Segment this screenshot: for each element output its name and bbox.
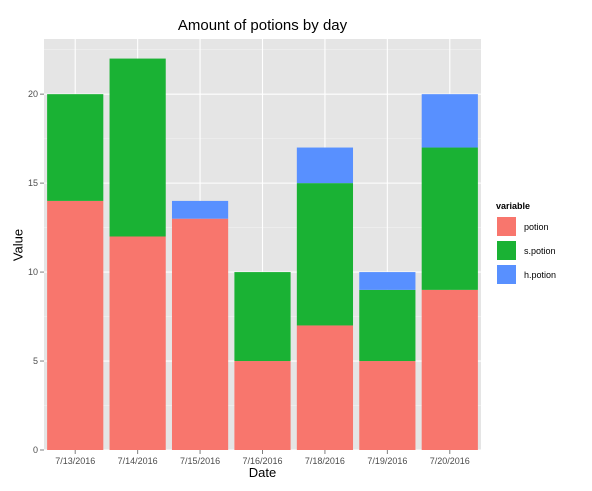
bar-s-potion <box>421 147 478 290</box>
x-tick-label: 7/19/2016 <box>367 456 407 466</box>
x-tick-label: 7/20/2016 <box>430 456 470 466</box>
bar-potion <box>234 361 291 450</box>
bar-potion <box>109 236 166 450</box>
legend-item-h-potion: h.potion <box>496 263 556 286</box>
x-tick-label: 7/15/2016 <box>180 456 220 466</box>
legend-key-h-potion <box>496 264 517 285</box>
x-tick-label: 7/13/2016 <box>55 456 95 466</box>
legend-key-s-potion <box>496 240 517 261</box>
y-tick-label: 5 <box>33 356 38 366</box>
legend: variable potion s.potion h.potion <box>496 201 556 287</box>
bar-potion <box>296 325 354 450</box>
bar-s-potion <box>47 94 104 201</box>
x-tick-label: 7/18/2016 <box>305 456 345 466</box>
x-tick-label: 7/14/2016 <box>118 456 158 466</box>
legend-label-h-potion: h.potion <box>524 269 557 280</box>
y-axis-title: Value <box>10 228 26 262</box>
bar-potion <box>421 289 478 450</box>
bar-s-potion <box>296 183 354 326</box>
bar-potion <box>171 218 229 450</box>
legend-label-potion: potion <box>524 221 549 232</box>
bar-h-potion <box>296 147 354 184</box>
bar-h-potion <box>171 200 229 219</box>
legend-item-s-potion: s.potion <box>496 239 556 262</box>
bar-s-potion <box>109 58 166 237</box>
y-tick-label: 15 <box>28 178 38 188</box>
chart-title: Amount of potions by day <box>177 17 348 34</box>
legend-item-potion: potion <box>496 215 556 238</box>
legend-key-potion <box>496 216 517 237</box>
x-tick-label: 7/16/2016 <box>242 456 282 466</box>
bar-s-potion <box>234 272 291 362</box>
bar-potion <box>47 200 104 450</box>
legend-title: variable <box>496 201 531 211</box>
y-tick-label: 20 <box>28 89 38 99</box>
bar-h-potion <box>359 272 416 290</box>
legend-label-s-potion: s.potion <box>524 245 556 256</box>
y-tick-label: 0 <box>33 445 38 455</box>
y-tick-label: 10 <box>28 267 38 277</box>
bar-h-potion <box>421 94 478 148</box>
bar-s-potion <box>359 289 416 362</box>
bar-potion <box>359 361 416 450</box>
x-axis-title: Date <box>248 465 277 480</box>
